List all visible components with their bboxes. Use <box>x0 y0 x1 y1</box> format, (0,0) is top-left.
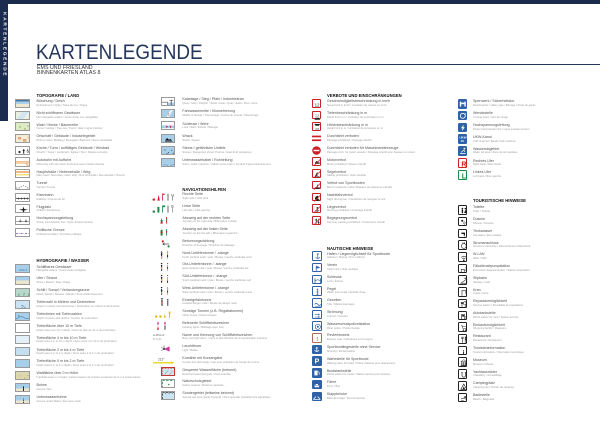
svg-text:12: 12 <box>315 102 320 107</box>
svg-text:L: L <box>461 173 466 180</box>
svg-text:5: 5 <box>21 303 24 308</box>
svg-text:P: P <box>315 359 320 366</box>
svg-text:3: 3 <box>168 113 170 117</box>
svg-text:!: ! <box>316 337 318 343</box>
svg-text:3,5: 3,5 <box>315 127 319 131</box>
svg-text:2,2: 2,2 <box>315 113 319 117</box>
svg-text:NOK 5: NOK 5 <box>19 268 27 272</box>
svg-text:HJ8/Hull: HJ8/Hull <box>153 333 165 337</box>
svg-text:R: R <box>461 162 466 169</box>
svg-text:UKW: UKW <box>459 136 466 140</box>
svg-text:213°: 213° <box>158 357 165 361</box>
svg-text:4: 4 <box>24 305 26 309</box>
svg-text:10: 10 <box>460 139 464 143</box>
svg-text:5: 5 <box>18 314 20 318</box>
svg-text:Fl.G.4s: Fl.G.4s <box>153 337 162 341</box>
svg-text:i: i <box>462 349 464 356</box>
